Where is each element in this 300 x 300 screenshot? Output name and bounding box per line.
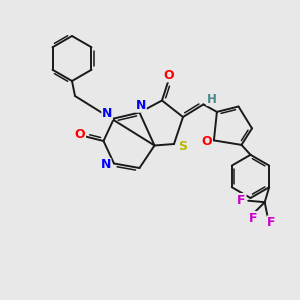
- Text: F: F: [267, 216, 276, 229]
- Text: F: F: [249, 212, 257, 225]
- Text: O: O: [164, 69, 174, 82]
- Text: N: N: [136, 99, 146, 112]
- Text: S: S: [178, 140, 187, 153]
- Text: O: O: [201, 135, 212, 148]
- Text: F: F: [237, 194, 246, 207]
- Text: H: H: [207, 92, 217, 106]
- Text: N: N: [102, 106, 112, 120]
- Text: O: O: [75, 128, 86, 141]
- Text: N: N: [100, 158, 111, 172]
